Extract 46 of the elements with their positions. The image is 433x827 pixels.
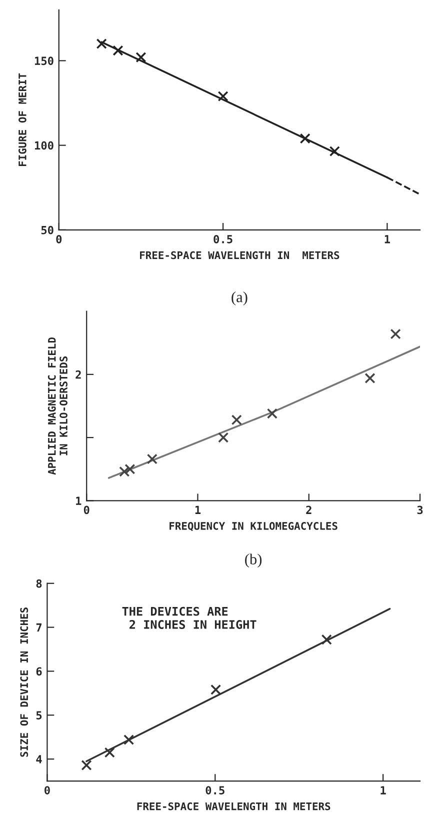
point [124, 464, 136, 474]
y-tick-label: 100 [34, 141, 54, 150]
x-tick-label: 1 [384, 235, 390, 244]
point [119, 466, 130, 477]
text: (b) [245, 554, 262, 568]
x-tick-label: 2 [306, 506, 312, 514]
y-tick-label: 150 [34, 56, 54, 66]
x-tick-label: 0.5 [206, 786, 224, 794]
point [218, 90, 228, 102]
point [96, 38, 107, 50]
point [231, 414, 242, 426]
x-axis-title: FREE-SPACE WAVELENGTH IN METERS [140, 251, 340, 260]
y-tick-label: 4 [36, 755, 42, 764]
x-tick-label: 0 [84, 506, 90, 514]
y-tick-label: 7 [36, 623, 42, 632]
x-tick-label: 3 [417, 506, 423, 514]
x-axis-title: FREE-SPACE WAVELENGTH IN METERS [137, 802, 330, 810]
x-tick-label: 0 [44, 786, 50, 794]
text: (a) [232, 292, 248, 306]
point [124, 734, 134, 746]
x-tick-label: 0 [56, 234, 62, 244]
point [266, 408, 278, 419]
y-tick-label: 8 [36, 579, 42, 588]
point [390, 328, 401, 340]
point [329, 146, 340, 157]
point [81, 760, 92, 771]
y-axis-title: FIGURE OF MERIT [18, 73, 26, 166]
x-tick-label: 0.5 [214, 234, 232, 244]
y-tick-label: 50 [41, 226, 54, 234]
y-tick-label: 5 [36, 711, 42, 720]
point [364, 372, 376, 384]
point [321, 634, 332, 645]
annotation: THE DEVICES ARE 2 INCHES IN HEIGHT [122, 606, 256, 629]
x-tick-label: 1 [380, 786, 386, 794]
point [210, 684, 222, 695]
point [218, 432, 229, 443]
point [146, 454, 158, 464]
point [112, 45, 124, 56]
point [136, 52, 146, 63]
y-tick-label: 6 [36, 667, 42, 676]
point [300, 133, 310, 144]
x-tick-label: 1 [195, 506, 201, 514]
x-axis-title: FREQUENCY IN KILOMEGACYCLES [170, 522, 338, 532]
point [104, 747, 115, 758]
y-axis-title: APPLIED MAGNETIC FIELD IN KILO-OERSTEDS [48, 337, 68, 475]
y-axis-title: SIZE OF DEVICE IN INCHES [20, 608, 28, 757]
